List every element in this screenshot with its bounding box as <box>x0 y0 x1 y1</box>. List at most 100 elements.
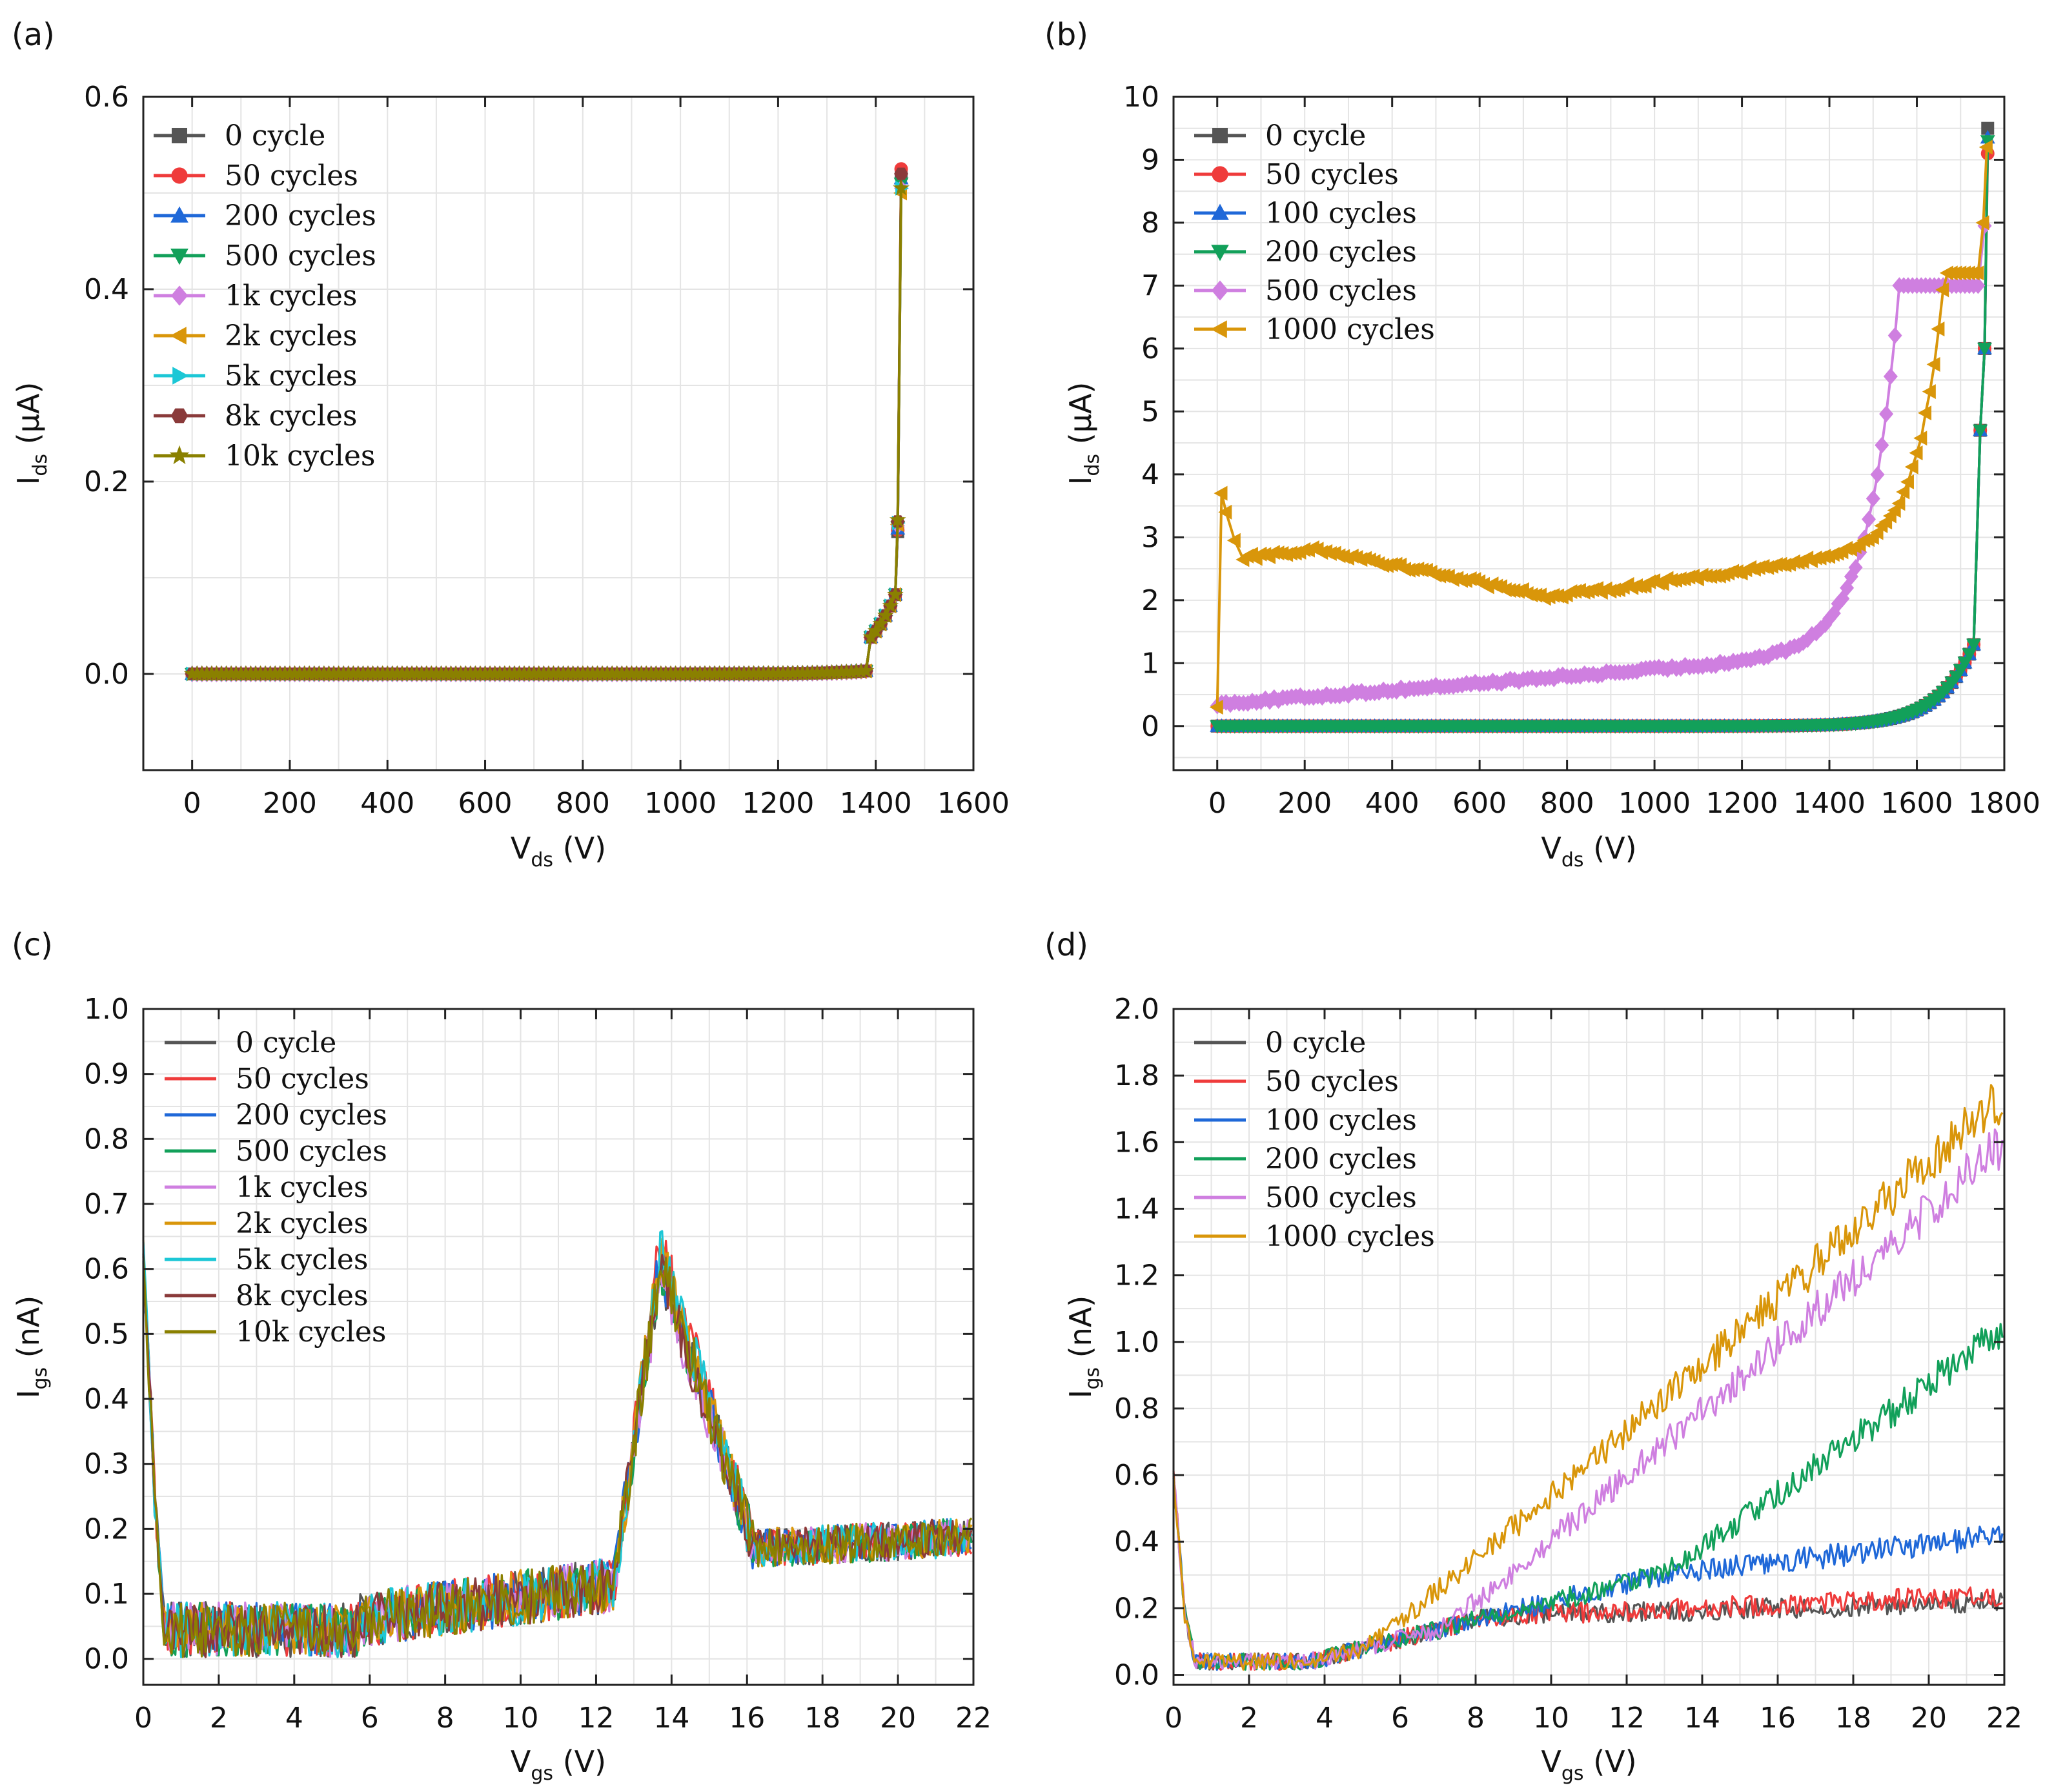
data-point <box>1922 384 1936 400</box>
x-axis-title: Vds (V) <box>511 831 606 871</box>
x-axis-title-unit: (V) <box>553 831 606 866</box>
legend-marker <box>172 367 189 385</box>
x-tick-label: 200 <box>263 787 317 820</box>
x-tick-label: 2 <box>1240 1702 1258 1735</box>
x-tick-label: 6 <box>1391 1702 1409 1735</box>
y-tick-label: 0.1 <box>84 1578 129 1611</box>
y-tick-label: 0.5 <box>84 1318 129 1350</box>
legend-item: 10k cycles <box>154 440 375 473</box>
panel-label: (c) <box>12 927 53 963</box>
legend-label: 0 cycle <box>1265 1026 1366 1059</box>
series-group <box>1209 121 1995 734</box>
legend-label: 200 cycles <box>1265 1143 1417 1176</box>
data-point <box>1887 503 1901 518</box>
y-tick-label: 2.0 <box>1114 993 1159 1026</box>
legend-marker <box>170 249 188 265</box>
legend-label: 200 cycles <box>1265 236 1417 269</box>
x-axis-title-main: V <box>1541 1744 1561 1779</box>
legend-marker <box>1211 245 1229 261</box>
legend-item: 200 cycles <box>154 199 376 232</box>
y-tick-label: 3 <box>1141 521 1159 554</box>
y-tick-label: 1.6 <box>1114 1126 1159 1159</box>
y-tick-label: 6 <box>1141 332 1159 365</box>
y-axis-title: Igs (nA) <box>1063 1296 1104 1398</box>
x-tick-label: 1200 <box>742 787 814 820</box>
x-tick-label: 0 <box>1208 787 1226 820</box>
series-10k-cycles <box>183 179 910 681</box>
panel-b: (b) 0 200 400 600 800 1000 1200 1400 1600 1800 0 1 2 3… <box>1044 17 2040 871</box>
legend-label: 1k cycles <box>236 1171 368 1204</box>
data-point <box>1887 327 1902 344</box>
x-tick-label: 16 <box>729 1702 765 1735</box>
x-axis-title: Vgs (V) <box>1541 1744 1636 1785</box>
y-tick-label: 0 <box>1141 710 1159 743</box>
y-axis-title-unit: (nA) <box>11 1296 46 1367</box>
series-group <box>183 162 910 682</box>
legend-marker <box>170 206 188 223</box>
y-tick-label: 0.2 <box>1114 1592 1159 1625</box>
legend-item: 100 cycles <box>1194 1104 1417 1137</box>
x-axis-title-unit: (V) <box>553 1744 606 1779</box>
legend-label: 500 cycles <box>225 239 376 272</box>
y-axis-title-sub: ds <box>29 454 52 476</box>
y-axis-title-unit: (μA) <box>11 382 46 454</box>
data-point <box>1862 511 1876 528</box>
legend-label: 500 cycles <box>1265 274 1417 307</box>
x-tick-label: 16 <box>1760 1702 1796 1735</box>
y-axis-title-unit: (μA) <box>1063 382 1098 454</box>
legend-item: 1k cycles <box>154 280 357 312</box>
x-tick-label: 20 <box>880 1702 916 1735</box>
legend-item: 1k cycles <box>165 1171 368 1204</box>
series-line <box>1172 1084 2004 1671</box>
y-axis-title-main: I <box>1063 476 1098 485</box>
y-tick-label: 10 <box>1123 81 1159 114</box>
x-tick-label: 18 <box>1835 1702 1871 1735</box>
y-tick-label: 0.2 <box>84 465 129 498</box>
x-tick-label: 400 <box>1365 787 1419 820</box>
x-tick-label: 8 <box>436 1702 454 1735</box>
data-point <box>872 615 890 631</box>
y-tick-label: 9 <box>1141 143 1159 176</box>
series-1000-cycles <box>1209 139 1993 715</box>
legend-label: 0 cycle <box>1265 119 1366 152</box>
legend-label: 10k cycles <box>236 1316 386 1349</box>
x-tick-label: 400 <box>360 787 414 820</box>
x-tick-label: 600 <box>458 787 513 820</box>
legend-marker <box>1212 128 1228 143</box>
legend-item: 5k cycles <box>165 1243 368 1276</box>
x-tick-label: 20 <box>1911 1702 1947 1735</box>
legend-item: 1000 cycles <box>1194 313 1435 346</box>
y-tick-label: 0.6 <box>84 81 129 114</box>
y-tick-label: 0.0 <box>84 658 129 691</box>
legend-label: 500 cycles <box>236 1135 387 1168</box>
x-tick-label: 1000 <box>644 787 717 820</box>
x-tick-label: 1600 <box>1881 787 1953 820</box>
y-tick-label: 0.7 <box>84 1188 129 1221</box>
legend-marker <box>170 408 188 423</box>
data-point <box>1931 321 1945 337</box>
data-point <box>1971 277 1986 294</box>
y-tick-label: 0.4 <box>84 1383 129 1416</box>
x-tick-label: 800 <box>556 787 610 820</box>
x-axis-title: Vds (V) <box>1541 831 1636 871</box>
x-tick-label: 1000 <box>1618 787 1691 820</box>
legend-label: 500 cycles <box>1265 1181 1417 1214</box>
y-tick-label: 0.6 <box>1114 1459 1159 1492</box>
panel-label: (a) <box>12 17 55 53</box>
ticks <box>142 1008 975 1685</box>
legend-item: 0 cycle <box>154 119 325 152</box>
y-axis-title-main: I <box>11 476 46 485</box>
x-axis-title-main: V <box>511 831 531 866</box>
data-point <box>1909 445 1923 461</box>
legend-label: 50 cycles <box>1265 1065 1399 1098</box>
y-tick-label: 0.8 <box>84 1123 129 1156</box>
y-axis-title: Ids (μA) <box>11 382 52 485</box>
legend-label: 5k cycles <box>225 360 357 392</box>
data-point <box>877 607 894 623</box>
x-tick-label: 1400 <box>840 787 912 820</box>
data-point <box>1913 431 1927 446</box>
x-tick-label: 4 <box>1316 1702 1334 1735</box>
data-point <box>1875 436 1889 454</box>
